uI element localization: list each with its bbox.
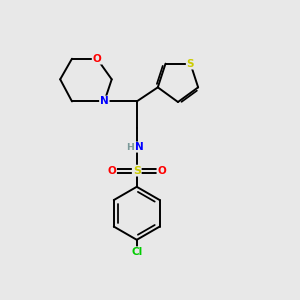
Text: O: O — [93, 54, 101, 64]
Text: O: O — [107, 166, 116, 176]
Text: S: S — [187, 59, 194, 69]
Text: Cl: Cl — [131, 247, 142, 257]
Text: N: N — [135, 142, 143, 152]
Text: S: S — [133, 166, 141, 176]
Text: H: H — [126, 142, 134, 152]
Text: O: O — [158, 166, 166, 176]
Text: N: N — [100, 96, 109, 106]
